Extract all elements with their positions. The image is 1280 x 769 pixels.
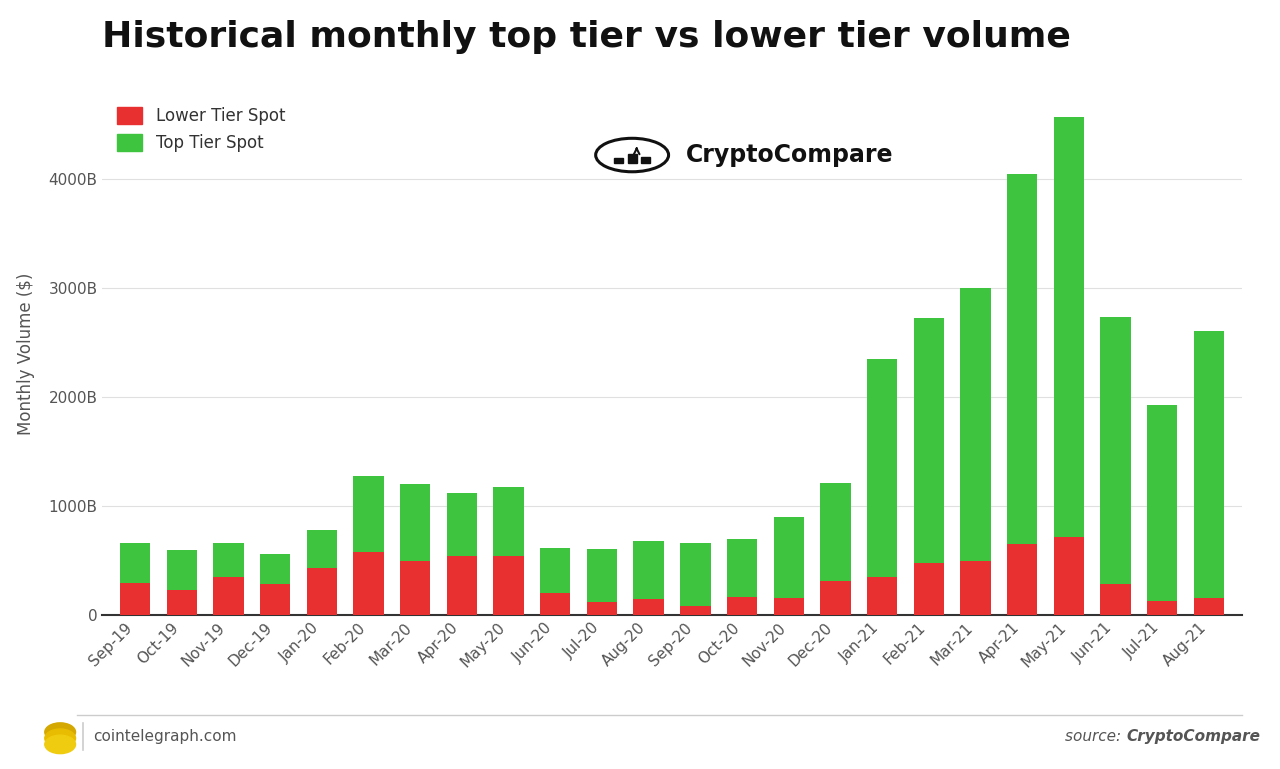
Text: CryptoCompare: CryptoCompare <box>686 143 893 167</box>
Bar <box>447 493 477 557</box>
Bar <box>1147 405 1178 601</box>
Bar <box>120 543 150 583</box>
Bar <box>1101 317 1130 584</box>
Bar <box>214 543 243 577</box>
Bar <box>214 577 243 615</box>
Bar <box>867 577 897 615</box>
Bar <box>1101 584 1130 615</box>
Bar <box>166 590 197 615</box>
Bar <box>586 602 617 615</box>
Bar <box>727 539 758 597</box>
Bar <box>1194 598 1224 615</box>
Bar <box>353 476 384 552</box>
Bar <box>401 484 430 561</box>
Bar <box>1053 537 1084 615</box>
Bar <box>307 568 337 615</box>
Bar <box>493 557 524 615</box>
Bar <box>120 583 150 615</box>
Bar <box>634 599 664 615</box>
Bar <box>680 543 710 607</box>
Bar <box>166 550 197 590</box>
Text: CryptoCompare: CryptoCompare <box>1126 729 1261 744</box>
Bar <box>1147 601 1178 615</box>
Bar <box>1007 544 1037 615</box>
Bar <box>540 548 571 594</box>
Bar <box>1053 118 1084 537</box>
Bar <box>773 517 804 598</box>
Bar <box>867 359 897 577</box>
Bar <box>641 157 650 163</box>
Bar <box>820 581 851 615</box>
Text: source:: source: <box>1065 729 1126 744</box>
Bar <box>627 154 636 163</box>
Bar <box>1194 331 1224 598</box>
Legend: Lower Tier Spot, Top Tier Spot: Lower Tier Spot, Top Tier Spot <box>111 101 292 158</box>
Bar <box>540 594 571 615</box>
Bar <box>773 598 804 615</box>
Bar <box>307 531 337 568</box>
Text: Historical monthly top tier vs lower tier volume: Historical monthly top tier vs lower tie… <box>102 20 1071 54</box>
Bar <box>1007 174 1037 544</box>
Bar <box>260 554 291 584</box>
Y-axis label: Monthly Volume ($): Monthly Volume ($) <box>17 272 35 435</box>
Bar <box>960 288 991 561</box>
Text: cointelegraph.com: cointelegraph.com <box>93 729 237 744</box>
Bar <box>493 487 524 557</box>
Bar <box>960 561 991 615</box>
Bar <box>614 158 623 163</box>
Bar <box>401 561 430 615</box>
Bar <box>914 318 943 563</box>
Bar <box>914 563 943 615</box>
Bar <box>634 541 664 599</box>
Bar <box>447 557 477 615</box>
Bar <box>353 552 384 615</box>
Bar <box>586 549 617 602</box>
Bar <box>820 484 851 581</box>
Bar <box>680 607 710 615</box>
Bar <box>260 584 291 615</box>
Bar <box>727 597 758 615</box>
